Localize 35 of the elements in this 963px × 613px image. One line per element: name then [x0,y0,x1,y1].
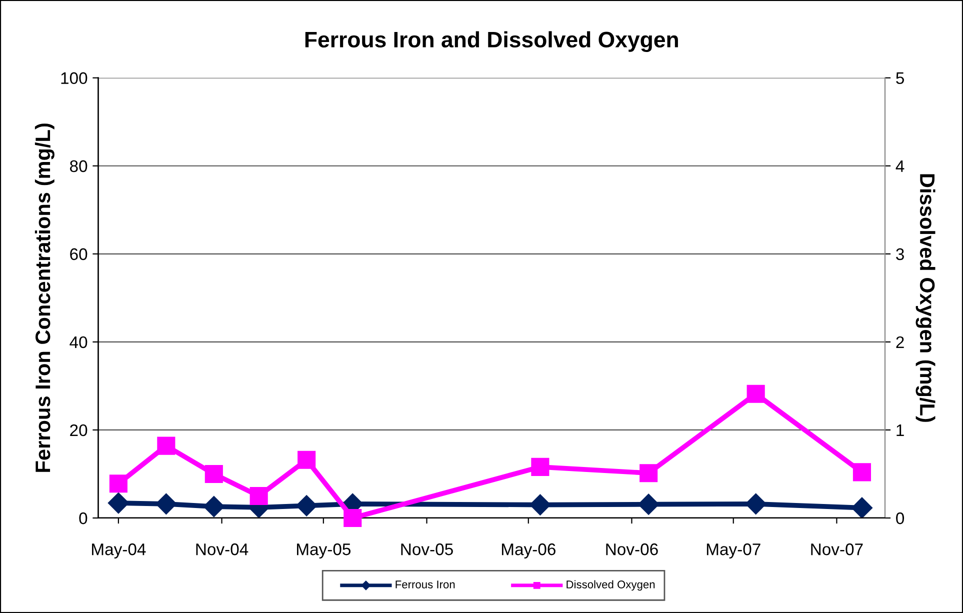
point [109,474,128,493]
point [852,463,871,482]
point [640,464,658,482]
y2-tick-label: 2 [896,336,904,348]
y-tick-label: 40 [70,336,88,348]
x-tick-label: May-06 [502,543,556,559]
y2-tick-label: 1 [896,424,904,436]
y-tick-label: 20 [70,424,88,436]
x-tick-label: Nov-04 [196,543,248,556]
y2-tick-label: 0 [896,512,904,524]
y2-axis-title: Dissolved Oxygen (mg/L) [916,174,936,422]
point [204,464,223,483]
x-tick-label: May-05 [297,543,351,559]
x-tick-label: Nov-06 [606,543,658,556]
x-tick-label: Nov-07 [811,543,863,556]
point [746,384,765,403]
y-tick-label: 80 [70,160,88,172]
y2-tick-label: 5 [896,72,904,84]
y2-tick-label: 4 [896,160,904,172]
y-axis-title: Ferrous Iron Concentrations (mg/L) [34,124,54,472]
legend-label: Ferrous Iron [396,580,455,588]
point [298,450,316,469]
y-tick-label: 0 [79,512,88,524]
y-tick-label: 100 [61,72,88,84]
x-tick-label: May-07 [706,543,760,559]
x-tick-label: May-04 [92,543,146,559]
y-tick-label: 60 [70,248,88,260]
y2-tick-label: 3 [896,248,904,260]
point [531,458,550,476]
legend-label: Dissolved Oxygen [566,580,655,591]
point [157,436,176,455]
chart-title: Ferrous Iron and Dissolved Oxygen [305,31,678,52]
point [250,486,268,506]
point [344,508,362,528]
x-tick-label: Nov-05 [401,543,453,556]
